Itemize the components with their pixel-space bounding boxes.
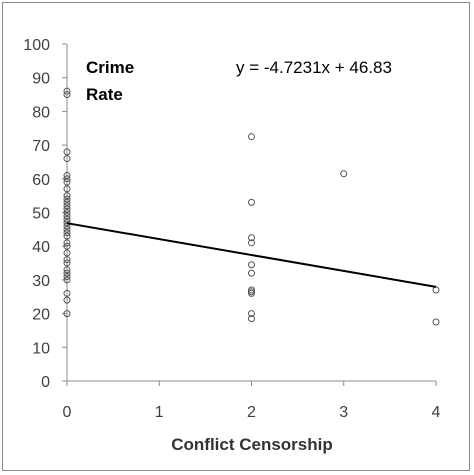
x-tick-label: 0 [63,404,72,421]
data-point [63,229,71,237]
y-tick-label: 0 [41,374,50,391]
x-tick-label: 2 [247,404,256,421]
data-point [63,202,71,210]
data-point [63,232,71,240]
data-point [63,296,71,304]
data-point [63,195,71,203]
data-point [63,87,71,95]
data-point [63,249,71,257]
data-point [63,276,71,284]
data-point [63,269,71,277]
y-tick-label: 60 [32,172,50,189]
data-point [63,185,71,193]
y-tick-label: 10 [32,340,50,357]
data-point [248,261,255,269]
data-point [248,234,255,242]
y-label-line-1: Crime [86,58,134,77]
x-axis-title: Conflict Censorship [171,435,333,454]
data-point [63,266,71,274]
data-point [248,310,255,318]
x-tick-label: 3 [339,404,348,421]
data-points [63,87,440,326]
trendline [66,222,437,288]
x-tick-labels: 0 1 2 3 4 [63,381,441,421]
y-tick-labels: 0 10 20 30 40 50 60 70 80 90 100 [23,37,67,391]
y-label-line-2: Rate [86,85,123,104]
data-point [248,239,255,247]
data-point [63,242,71,250]
data-point [63,259,71,267]
data-point [63,205,71,213]
data-point [248,315,255,323]
chart-frame [2,2,470,471]
x-tick-label: 4 [432,404,441,421]
y-tick-label: 50 [32,206,50,223]
data-point [63,171,71,179]
y-tick-label: 70 [32,138,50,155]
trendline-group [66,222,437,288]
data-point [63,289,71,297]
data-point [63,222,71,230]
y-tick-label: 20 [32,307,50,324]
data-point [248,269,255,277]
data-point [63,192,71,200]
data-point [63,212,71,220]
y-tick-label: 80 [32,104,50,121]
data-point [63,239,71,247]
data-point [63,256,71,264]
data-point [63,273,71,281]
data-point [63,209,71,216]
data-point [63,178,71,186]
data-point [63,91,71,99]
y-tick-label: 40 [32,239,50,256]
data-point [63,219,71,227]
data-point [63,198,71,206]
data-point [63,215,71,223]
data-point [248,133,255,141]
data-point [248,198,255,206]
data-point [432,318,440,326]
y-tick-label: 100 [23,37,50,54]
y-tick-label: 90 [32,71,50,88]
trendline-equation: y = -4.7231x + 46.83 [236,58,392,77]
data-point [340,170,348,178]
data-point [63,310,71,318]
data-point [432,286,440,294]
data-point [63,148,71,156]
data-point [248,289,255,297]
data-point [63,155,71,163]
data-point [63,175,71,183]
x-tick-label: 1 [155,404,164,421]
data-point [63,225,71,233]
y-tick-label: 30 [32,273,50,290]
